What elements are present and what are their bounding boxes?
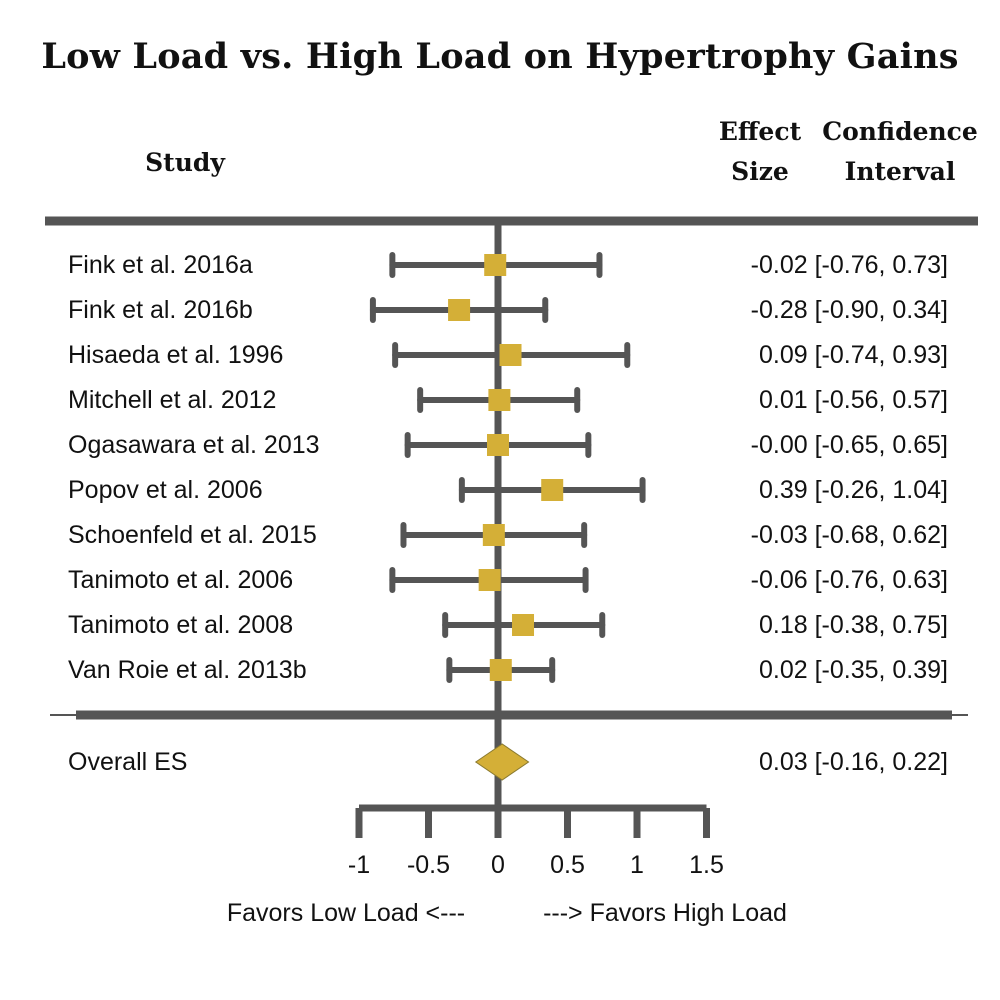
x-tick-label: 1 bbox=[630, 851, 644, 879]
effect-marker bbox=[448, 299, 471, 321]
header-effect-line2: Size bbox=[731, 157, 789, 186]
effect-ci-value: -0.00 [-0.65, 0.65] bbox=[751, 431, 948, 459]
effect-marker bbox=[487, 434, 509, 456]
x-tick-label: 0.5 bbox=[550, 851, 585, 879]
header-study: Study bbox=[145, 148, 225, 177]
effect-ci-value: -0.06 [-0.76, 0.63] bbox=[751, 566, 948, 594]
x-tick-label: 0 bbox=[491, 851, 505, 879]
study-label: Tanimoto et al. 2008 bbox=[68, 611, 293, 639]
header-effect-line1: Effect bbox=[718, 117, 802, 146]
header-ci-line2: Interval bbox=[844, 157, 956, 186]
study-label: Van Roie et al. 2013b bbox=[68, 656, 307, 684]
overall-label: Overall ES bbox=[68, 748, 187, 776]
x-tick-label: -0.5 bbox=[407, 851, 450, 879]
effect-ci-value: 0.02 [-0.35, 0.39] bbox=[759, 656, 948, 684]
effect-marker bbox=[488, 389, 511, 411]
effect-marker bbox=[478, 569, 501, 591]
effect-ci-value: 0.09 [-0.74, 0.93] bbox=[759, 341, 948, 369]
overall-diamond bbox=[474, 743, 530, 781]
study-label: Popov et al. 2006 bbox=[68, 476, 263, 504]
study-label: Tanimoto et al. 2006 bbox=[68, 566, 293, 594]
effect-ci-value: -0.28 [-0.90, 0.34] bbox=[751, 296, 948, 324]
effect-marker bbox=[541, 479, 564, 501]
header-ci-line1: Confidence bbox=[822, 117, 978, 146]
header-confidence-interval: Confidence Interval bbox=[808, 112, 992, 192]
x-label-left: Favors Low Load <--- bbox=[227, 899, 465, 927]
x-tick-label: -1 bbox=[348, 851, 370, 879]
effect-ci-value: -0.02 [-0.76, 0.73] bbox=[751, 251, 948, 279]
study-label: Ogasawara et al. 2013 bbox=[68, 431, 320, 459]
study-label: Hisaeda et al. 1996 bbox=[68, 341, 283, 369]
effect-ci-value: 0.39 [-0.26, 1.04] bbox=[759, 476, 948, 504]
study-label: Schoenfeld et al. 2015 bbox=[68, 521, 317, 549]
study-label: Fink et al. 2016a bbox=[68, 251, 253, 279]
effect-marker bbox=[512, 614, 535, 636]
effect-ci-value: 0.18 [-0.38, 0.75] bbox=[759, 611, 948, 639]
header-effect-size: Effect Size bbox=[700, 112, 820, 192]
study-label: Fink et al. 2016b bbox=[68, 296, 253, 324]
effect-marker bbox=[499, 344, 522, 366]
effect-marker bbox=[484, 254, 507, 276]
x-tick-label: 1.5 bbox=[689, 851, 724, 879]
study-label: Mitchell et al. 2012 bbox=[68, 386, 276, 414]
effect-ci-value: -0.03 [-0.68, 0.62] bbox=[751, 521, 948, 549]
effect-marker bbox=[482, 524, 505, 546]
effect-marker bbox=[489, 659, 512, 681]
x-label-right: ---> Favors High Load bbox=[543, 899, 787, 927]
overall-value: 0.03 [-0.16, 0.22] bbox=[759, 748, 948, 776]
chart-title: Low Load vs. High Load on Hypertrophy Ga… bbox=[41, 36, 959, 77]
effect-ci-value: 0.01 [-0.56, 0.57] bbox=[759, 386, 948, 414]
